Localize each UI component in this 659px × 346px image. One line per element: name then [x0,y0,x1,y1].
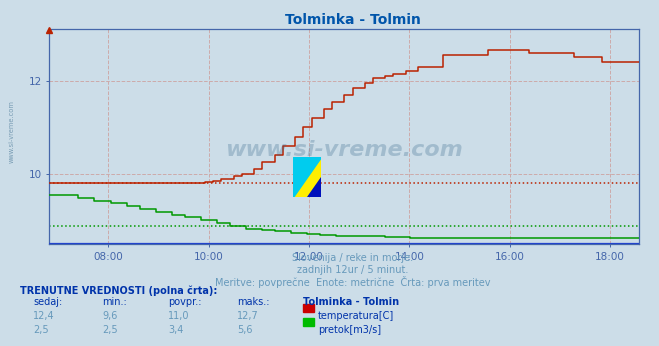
Polygon shape [293,157,321,197]
Text: www.si-vreme.com: www.si-vreme.com [225,139,463,160]
Text: Tolminka - Tolmin: Tolminka - Tolmin [285,13,420,27]
Text: Tolminka - Tolmin: Tolminka - Tolmin [303,297,399,307]
Text: maks.:: maks.: [237,297,270,307]
Text: 5,6: 5,6 [237,325,253,335]
Text: sedaj:: sedaj: [33,297,62,307]
Text: 12,4: 12,4 [33,311,55,321]
Text: temperatura[C]: temperatura[C] [318,311,394,321]
Text: Meritve: povprečne  Enote: metrične  Črta: prva meritev: Meritve: povprečne Enote: metrične Črta:… [215,276,490,288]
Text: 11,0: 11,0 [168,311,190,321]
Text: zadnjih 12ur / 5 minut.: zadnjih 12ur / 5 minut. [297,265,409,275]
Polygon shape [307,177,321,197]
Text: povpr.:: povpr.: [168,297,202,307]
Text: Slovenija / reke in morje.: Slovenija / reke in morje. [292,253,413,263]
Text: pretok[m3/s]: pretok[m3/s] [318,325,381,335]
Text: 2,5: 2,5 [33,325,49,335]
Text: TRENUTNE VREDNOSTI (polna črta):: TRENUTNE VREDNOSTI (polna črta): [20,285,217,296]
Polygon shape [293,157,321,197]
Text: www.si-vreme.com: www.si-vreme.com [9,100,14,163]
Text: min.:: min.: [102,297,127,307]
Text: 2,5: 2,5 [102,325,118,335]
Text: 9,6: 9,6 [102,311,117,321]
Text: 12,7: 12,7 [237,311,259,321]
Text: 3,4: 3,4 [168,325,183,335]
